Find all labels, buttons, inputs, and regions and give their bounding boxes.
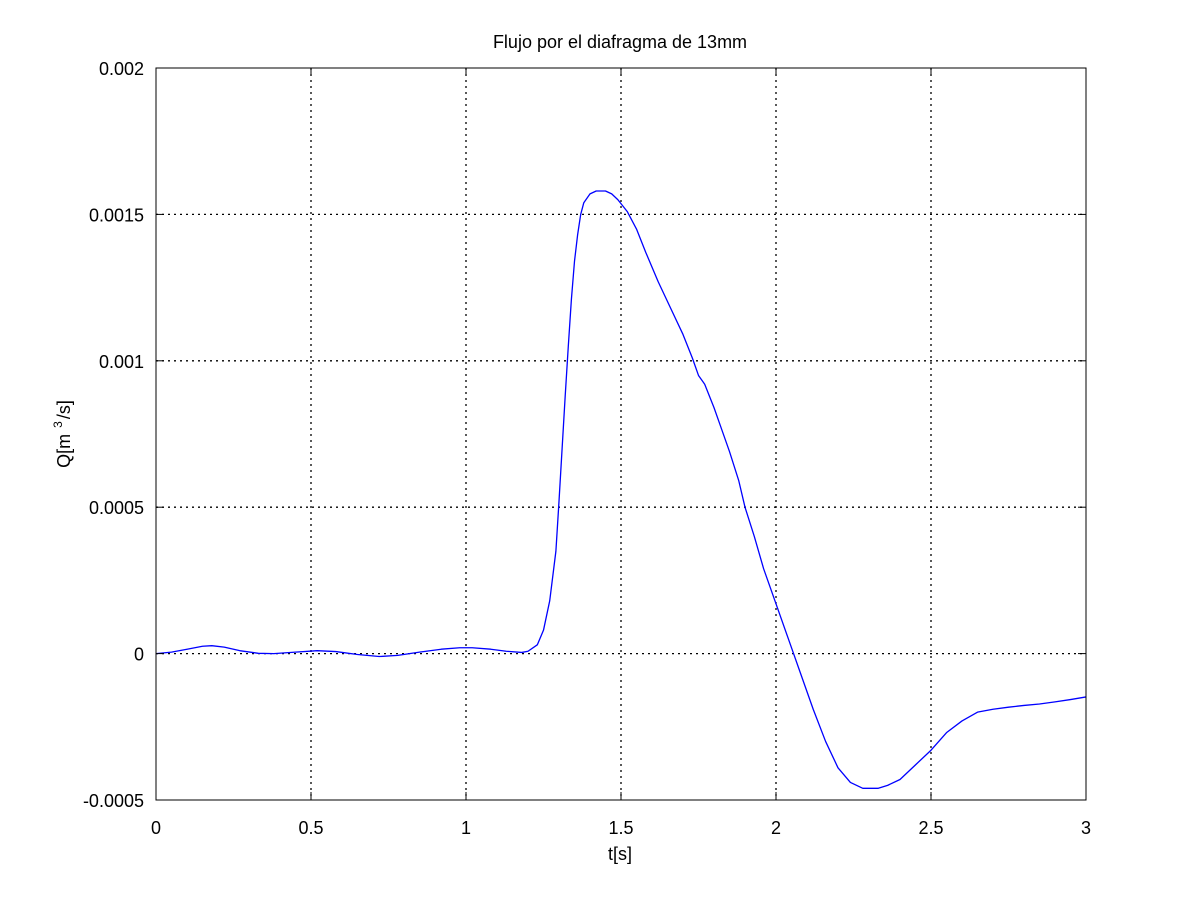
y-tick-label: 0.001 (99, 352, 144, 372)
y-axis-label: Q[m 3/s] (51, 400, 74, 468)
x-tick-label: 1 (461, 818, 471, 838)
series-line (155, 190, 1087, 789)
x-axis-label: t[s] (608, 844, 632, 864)
y-axis-label-main: Q[m (54, 434, 74, 468)
y-tick-labels: -0.0005 0 0.0005 0.001 0.0015 0.002 (83, 59, 144, 811)
y-tick-label: 0.0015 (89, 205, 144, 225)
x-tick-label: 3 (1081, 818, 1091, 838)
y-tick-label: 0.0005 (89, 498, 144, 518)
grid-lines (156, 68, 1086, 800)
x-tick-label: 0.5 (298, 818, 323, 838)
x-tick-label: 2 (771, 818, 781, 838)
y-axis-label-superscript: 3 (51, 421, 65, 428)
x-tick-label: 1.5 (608, 818, 633, 838)
x-tick-label: 0 (151, 818, 161, 838)
x-tick-labels: 0 0.5 1 1.5 2 2.5 3 (151, 818, 1091, 838)
y-tick-label: -0.0005 (83, 791, 144, 811)
y-tick-label: 0.002 (99, 59, 144, 79)
y-axis-label-unit: /s] (54, 400, 74, 419)
x-tick-label: 2.5 (918, 818, 943, 838)
chart-title: Flujo por el diafragma de 13mm (493, 32, 747, 52)
series-group (155, 190, 1087, 789)
tick-marks (155, 67, 1087, 801)
y-tick-label: 0 (134, 645, 144, 665)
